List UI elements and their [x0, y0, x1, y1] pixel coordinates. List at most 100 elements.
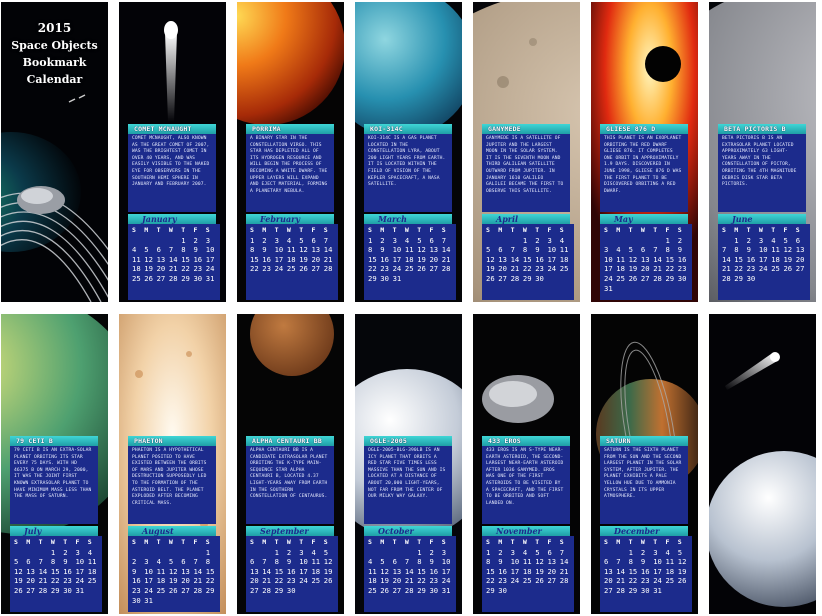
day-number: 8 — [734, 245, 739, 255]
day-number: 20 — [498, 264, 507, 274]
day-number: 23 — [262, 264, 271, 274]
title-line-2: Bookmark — [22, 56, 87, 69]
day-number: 31 — [75, 585, 85, 595]
day-number: 13 — [795, 245, 805, 255]
day-number: 21 — [559, 566, 569, 576]
day-number — [604, 548, 616, 558]
day-number — [535, 586, 547, 596]
week-row: 7 8 9 10 11 12 13 — [722, 245, 808, 255]
day-number: 24 — [205, 264, 215, 274]
day-number: 17 — [205, 254, 215, 264]
day-number: 15 — [274, 566, 284, 576]
day-number — [511, 586, 523, 596]
day-number: 1 — [522, 235, 528, 245]
day-number: 12 — [783, 245, 793, 255]
day-number: 11 — [404, 245, 414, 255]
day-number: 16 — [429, 566, 439, 576]
day-number: 16 — [193, 254, 203, 264]
week-row: 19 20 21 22 23 24 25 — [486, 264, 572, 274]
month-tab: May — [600, 214, 688, 224]
day-number: 8 — [417, 557, 422, 567]
week-row: 11 12 13 14 15 16 17 — [368, 567, 454, 577]
day-number: 15 — [522, 254, 532, 264]
day-number: 30 — [63, 585, 72, 595]
month-tab: November — [482, 526, 570, 536]
object-description: ALPHA CENTAURI BB IS A CANDIDATE EXTRASO… — [246, 446, 334, 524]
day-number: 3 — [144, 557, 149, 567]
day-number: 23 — [132, 585, 141, 595]
weekday-label: S — [323, 538, 328, 546]
day-number: 15 — [205, 566, 215, 576]
weekday-label: T — [38, 538, 43, 546]
weekday-label: S — [441, 538, 446, 546]
day-number: 11 — [311, 557, 321, 567]
day-number: 5 — [299, 235, 304, 245]
week-row: 22 23 24 25 26 27 28 — [486, 576, 572, 586]
day-number: 2 — [640, 547, 646, 557]
week-row: 13 14 15 16 17 18 19 — [604, 567, 690, 577]
weekday-label: S — [250, 226, 254, 234]
weekday-label: M — [26, 538, 31, 546]
day-number: 26 — [14, 585, 23, 595]
day-number: 19 — [14, 576, 23, 586]
day-number: 4 — [616, 245, 621, 255]
day-number: 13 — [392, 566, 402, 576]
day-number: 10 — [604, 254, 613, 264]
day-number: 30 — [429, 585, 439, 595]
day-number: 15 — [417, 566, 426, 576]
week-row: 15 16 17 18 19 20 21 — [250, 255, 336, 265]
object-description: COMET MCNAUGHT, ALSO KNOWN AS THE GREAT … — [128, 134, 216, 212]
week-row: 28 29 30 — [722, 274, 808, 284]
bookmark-title: 2015 Space Objects Bookmark Calendar — [1, 2, 108, 302]
day-number — [132, 236, 144, 246]
day-number: 17 — [392, 254, 402, 264]
week-row: 1 — [132, 548, 218, 558]
day-number: 22 — [417, 576, 426, 586]
day-number: 27 — [640, 273, 650, 283]
weekday-label: T — [299, 226, 304, 234]
day-number: 31 — [392, 273, 402, 283]
bookmark-july: 79 CETI B 79 CETI B IS AN EXTRA-SOLAR PLA… — [1, 314, 108, 614]
day-number: 22 — [734, 264, 743, 274]
day-number: 3 — [299, 547, 304, 557]
weekday-label: S — [132, 538, 136, 546]
day-number: 9 — [63, 557, 68, 567]
day-number: 22 — [486, 576, 495, 586]
month-calendar-grid: S M T W T F S 1 2 3 4 5 6 7 8 9 10 11 12 13 14 15 16 17 18 19 20 21… — [600, 224, 692, 300]
week-row: 30 31 — [132, 596, 218, 606]
day-number: 23 — [286, 576, 296, 586]
day-number: 19 — [168, 576, 178, 586]
day-number: 9 — [498, 557, 503, 567]
weekday-label: F — [783, 226, 788, 234]
day-number: 7 — [404, 557, 410, 567]
weekday-label: T — [771, 226, 776, 234]
weekday-label: S — [486, 538, 490, 546]
day-number: 31 — [205, 273, 215, 283]
day-number: 5 — [628, 245, 633, 255]
day-number: 17 — [299, 566, 308, 576]
day-number — [380, 548, 392, 558]
day-number — [405, 274, 417, 284]
weekday-label: M — [262, 538, 267, 546]
day-number: 20 — [250, 576, 259, 586]
day-number — [311, 586, 323, 596]
day-number: 27 — [498, 273, 507, 283]
weekday-label: S — [368, 538, 372, 546]
day-number: 22 — [181, 264, 190, 274]
month-tab: April — [482, 214, 570, 224]
day-number: 6 — [156, 245, 161, 255]
title-line-3: Calendar — [26, 73, 83, 86]
comet-and-ice-planet-illustration — [709, 314, 816, 614]
day-number: 12 — [486, 254, 495, 264]
bookmark-may: GLIESE 876 D THIS PLANET IS AN EXOPLANET … — [591, 2, 698, 302]
day-number: 16 — [677, 254, 687, 264]
day-number: 24 — [547, 264, 557, 274]
day-number: 10 — [392, 245, 402, 255]
week-row: 31 — [604, 284, 690, 294]
day-number: 15 — [665, 254, 675, 264]
rings-illustration — [1, 2, 108, 302]
day-number: 3 — [274, 235, 279, 245]
